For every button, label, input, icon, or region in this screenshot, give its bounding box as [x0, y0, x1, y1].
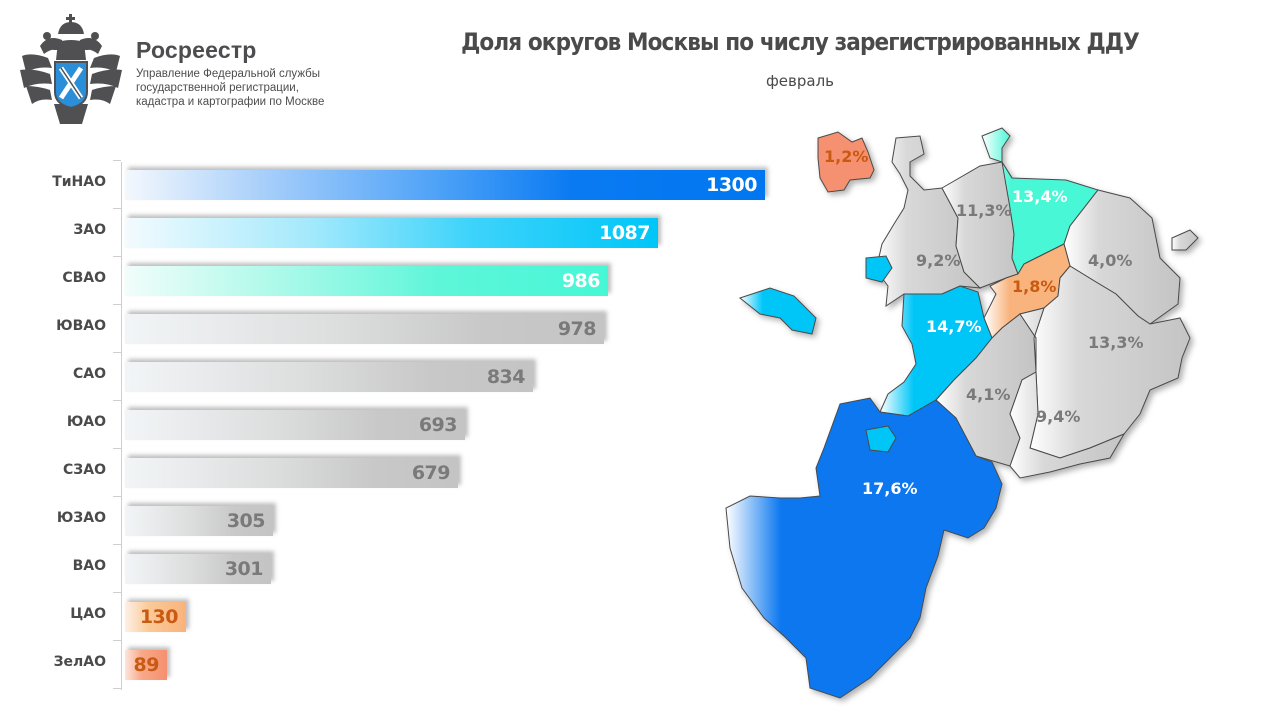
bar-value-label: 693 [418, 414, 458, 436]
map-region-zao-exclave [738, 287, 817, 335]
map-labels-layer: 1,2% 11,3%13,4% 9,2% 4,0% 1,8% 14,7% 13,3% 4,1%… [824, 147, 1144, 498]
axis-tick [113, 256, 121, 257]
bar-row: ЮЗАО 305 [0, 496, 800, 544]
map-share-label: 9,2% [916, 251, 960, 270]
axis-tick [113, 544, 121, 545]
double-headed-eagle-emblem-icon [20, 14, 122, 124]
bar: 305 [125, 506, 273, 536]
category-label: ТиНАО [52, 174, 106, 190]
map-share-label: 9,4% [1036, 407, 1080, 426]
brand-subtitle-line: кадастра и картографии по Москве [136, 96, 325, 108]
bar: 1300 [125, 170, 765, 200]
axis-tick [113, 352, 121, 353]
bar: 693 [125, 410, 465, 440]
map-share-label: 11,3% [956, 201, 1012, 220]
bar: 978 [125, 314, 604, 344]
axis-tick [113, 304, 121, 305]
bar-row: ЗелАО 89 [0, 640, 800, 688]
map-share-label: 13,4% [1012, 187, 1068, 206]
map-share-label: 4,1% [966, 385, 1010, 404]
axis-tick [113, 496, 121, 497]
map-share-label: 1,8% [1012, 277, 1056, 296]
bar-chart: ТиНАО 1300 ЗАО 1087 СВАО 986 ЮВАО 978 САО 834 ЮАО 6… [0, 160, 800, 695]
moscow-district-map: 1,2% 11,3% 13,4% 9,2% 4,0% 1,8% 14,7% 13,3% 4,1%… [720, 118, 1220, 708]
map-share-label: 4,0% [1088, 251, 1132, 270]
bar-row: ВАО 301 [0, 544, 800, 592]
brand-subtitle-line: государственной регистрации, [136, 82, 299, 94]
axis-tick [113, 208, 121, 209]
axis-tick [113, 640, 121, 641]
category-label: ЮАО [66, 414, 106, 430]
brand-name: Росреестр [136, 37, 257, 63]
brand-block: Росреестр Управление Федеральной службы … [136, 36, 324, 109]
brand-subtitle-line: Управление Федеральной службы [136, 68, 320, 80]
category-label: ЮЗАО [56, 510, 106, 526]
map-share-label: 1,2% [824, 147, 868, 166]
map-share-label: 17,6% [862, 479, 918, 498]
chart-title: Доля округов Москвы по числу зарегистрир… [461, 28, 1140, 56]
category-label: ВАО [72, 558, 106, 574]
axis-tick [113, 160, 121, 161]
bar-value-label: 130 [139, 606, 179, 628]
bar-row: САО 834 [0, 352, 800, 400]
bar-row: ЮВАО 978 [0, 304, 800, 352]
bar-value-label: 1300 [706, 174, 757, 196]
rosreestr-logo [18, 12, 124, 126]
bar-row: ТиНАО 1300 [0, 160, 800, 208]
y-axis-line [121, 162, 122, 690]
bar: 1087 [125, 218, 658, 248]
map-region-zao-exclave-small [865, 255, 893, 283]
bar-value-label: 978 [557, 318, 597, 340]
map-region-tinao-lake [865, 425, 897, 453]
map-region-vao-exclave [1171, 229, 1199, 251]
map-share-label: 14,7% [926, 317, 982, 336]
map-region-tinao [725, 397, 1003, 699]
axis-tick [113, 688, 121, 689]
bar-value-label: 301 [224, 558, 264, 580]
category-label: СЗАО [63, 462, 106, 478]
category-label: ЗелАО [53, 654, 106, 670]
axis-tick [113, 592, 121, 593]
axis-tick [113, 400, 121, 401]
map-region-yuao [1009, 307, 1126, 479]
bar: 89 [125, 650, 167, 680]
bar-value-label: 679 [411, 462, 451, 484]
bar-value-label: 986 [561, 270, 601, 292]
bar: 679 [125, 458, 458, 488]
bar-value-label: 305 [226, 510, 266, 532]
map-share-label: 13,3% [1088, 333, 1144, 352]
axis-tick [113, 448, 121, 449]
category-label: ЗАО [73, 222, 106, 238]
bar-row: ЗАО 1087 [0, 208, 800, 256]
bar: 986 [125, 266, 608, 296]
map-region-zelao [817, 131, 875, 193]
map-svg: 1,2% 11,3%13,4% 9,2% 4,0% 1,8% 14,7% 13,3% 4,1%… [725, 127, 1199, 699]
category-label: ЮВАО [56, 318, 106, 334]
bar: 130 [125, 602, 186, 632]
category-label: ЦАО [70, 606, 106, 622]
chart-subtitle: февраль [765, 72, 835, 90]
brand-subtitle: Управление Федеральной службы государств… [136, 67, 324, 109]
bar-value-label: 89 [133, 654, 160, 676]
bar-row: ЦАО 130 [0, 592, 800, 640]
bar-row: СЗАО 679 [0, 448, 800, 496]
category-label: САО [72, 366, 106, 382]
bar: 301 [125, 554, 271, 584]
bar-row: СВАО 986 [0, 256, 800, 304]
bar-value-label: 834 [486, 366, 526, 388]
category-label: СВАО [62, 270, 106, 286]
bar-row: ЮАО 693 [0, 400, 800, 448]
bar-value-label: 1087 [599, 222, 650, 244]
bar: 834 [125, 362, 533, 392]
